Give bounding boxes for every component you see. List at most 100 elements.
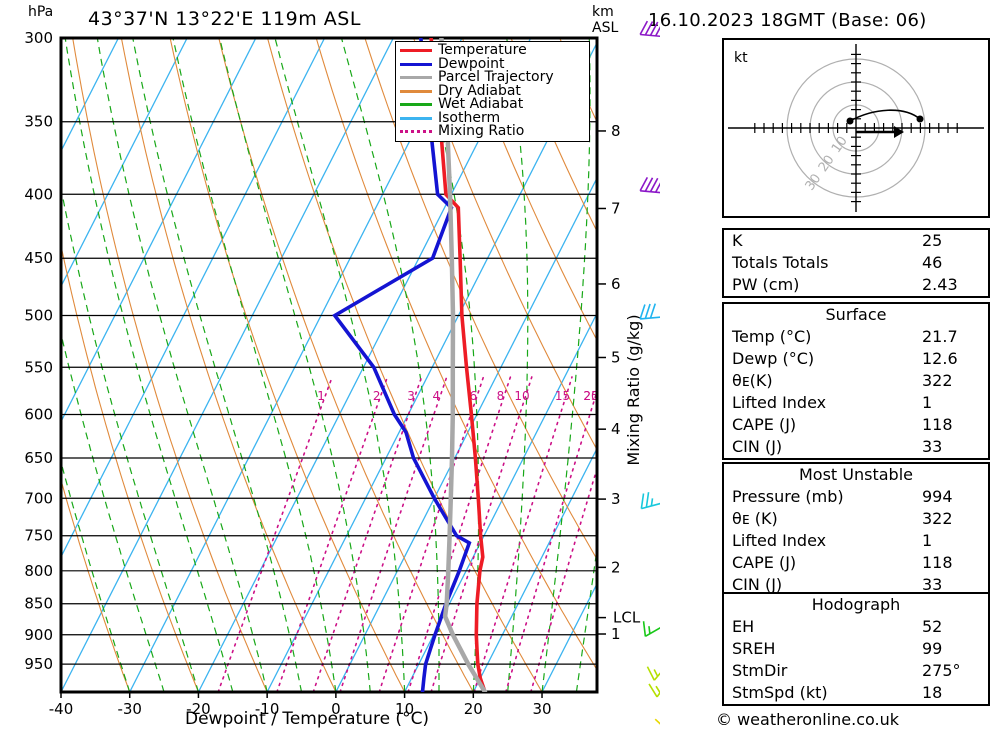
svg-text:Mixing Ratio (g/kg): Mixing Ratio (g/kg) <box>624 314 643 465</box>
legend-item-isotherm: Isotherm <box>400 111 589 126</box>
most-unstable-value: 994 <box>922 487 953 506</box>
legend-label: Temperature <box>438 42 527 59</box>
svg-text:10: 10 <box>514 389 529 403</box>
surface-row: θᴇ(K) 322 <box>724 370 988 392</box>
legend-label: Parcel Trajectory <box>438 69 554 86</box>
svg-text:850: 850 <box>24 595 53 613</box>
legend-swatch <box>400 76 432 80</box>
svg-text:450: 450 <box>24 249 53 267</box>
surface-key: CAPE (J) <box>732 415 797 434</box>
skewt-diagram: 3003504004505005506006507007508008509009… <box>24 20 660 725</box>
legend-item-parcel-trajectory: Parcel Trajectory <box>400 69 589 86</box>
copyright-label: © weatheronline.co.uk <box>716 710 899 729</box>
svg-text:550: 550 <box>24 358 53 376</box>
svg-text:4: 4 <box>611 420 621 438</box>
svg-text:20: 20 <box>583 389 598 403</box>
most-unstable-key: CIN (J) <box>732 575 783 594</box>
surface-row: Lifted Index 1 <box>724 392 988 414</box>
hodograph-stats-title: Hodograph <box>811 595 901 614</box>
svg-text:950: 950 <box>24 655 53 673</box>
svg-text:500: 500 <box>24 306 53 324</box>
svg-text:900: 900 <box>24 626 53 644</box>
hodograph-stats-table: Hodograph EH 52 SREH 99 StmDir 275° StmSpd (kt)… <box>722 592 990 706</box>
svg-text:0: 0 <box>331 700 341 718</box>
surface-key: Temp (°C) <box>732 327 812 346</box>
legend-item-mixing-ratio: Mixing Ratio <box>400 123 589 140</box>
surface-key: CIN (J) <box>732 437 783 456</box>
hodograph-stats-value: 18 <box>922 683 943 702</box>
most-unstable-value: 322 <box>922 509 953 528</box>
legend-label: Dry Adiabat <box>438 82 521 99</box>
most-unstable-title: Most Unstable <box>799 465 913 484</box>
svg-text:2: 2 <box>611 558 621 576</box>
hodograph-stats-value: 52 <box>922 617 943 636</box>
legend-label: Dewpoint <box>438 55 505 72</box>
svg-text:-40: -40 <box>49 700 74 718</box>
legend-item-dewpoint: Dewpoint <box>400 55 589 72</box>
legend-swatch <box>400 49 432 53</box>
legend-label: Mixing Ratio <box>438 123 525 140</box>
most-unstable-value: 1 <box>922 531 933 550</box>
hodograph-stats-key: SREH <box>732 639 776 658</box>
hodograph-stats-value: 275° <box>922 661 961 680</box>
svg-text:300: 300 <box>24 29 53 47</box>
asl-label: ASL <box>592 20 619 36</box>
svg-text:15: 15 <box>555 389 570 403</box>
date-title: 16.10.2023 18GMT (Base: 06) <box>648 10 927 31</box>
svg-text:20: 20 <box>464 700 483 718</box>
most-unstable-key: Lifted Index <box>732 531 827 550</box>
surface-key: Dewp (°C) <box>732 349 815 368</box>
hodograph-stats-key: StmSpd (kt) <box>732 683 828 702</box>
indices-value: 2.43 <box>922 275 958 294</box>
surface-value: 1 <box>922 393 933 412</box>
hodograph-stats-row: StmDir 275° <box>724 660 988 682</box>
legend-swatch <box>400 130 432 134</box>
indices-row: K 25 <box>724 230 988 252</box>
svg-text:25: 25 <box>583 389 598 403</box>
surface-key: Lifted Index <box>732 393 827 412</box>
svg-text:3: 3 <box>407 389 415 403</box>
legend-swatch <box>400 89 432 93</box>
legend-swatch <box>400 116 432 120</box>
hodograph-unit-label: kt <box>734 50 748 66</box>
svg-text:30: 30 <box>532 700 551 718</box>
svg-text:7: 7 <box>611 199 621 217</box>
most-unstable-row: Lifted Index 1 <box>724 530 988 552</box>
most-unstable-value: 33 <box>922 575 943 594</box>
svg-text:6: 6 <box>469 389 477 403</box>
indices-value: 25 <box>922 231 943 250</box>
svg-text:10: 10 <box>829 134 851 156</box>
surface-row: Dewp (°C) 12.6 <box>724 348 988 370</box>
most-unstable-row: Pressure (mb) 994 <box>724 486 988 508</box>
most-unstable-row: CIN (J) 33 <box>724 574 988 596</box>
svg-text:-30: -30 <box>117 700 142 718</box>
surface-value: 118 <box>922 415 953 434</box>
svg-text:400: 400 <box>24 185 53 203</box>
svg-text:750: 750 <box>24 527 53 545</box>
legend-swatch <box>400 62 432 66</box>
svg-text:700: 700 <box>24 489 53 507</box>
svg-text:-10: -10 <box>255 700 280 718</box>
most-unstable-key: θᴇ (K) <box>732 509 778 528</box>
svg-text:1: 1 <box>317 389 325 403</box>
most-unstable-row: θᴇ (K) 322 <box>724 508 988 530</box>
indices-table: K 25 Totals Totals 46 PW (cm) 2.43 <box>722 228 990 298</box>
hodograph-stats-value: 99 <box>922 639 943 658</box>
surface-value: 33 <box>922 437 943 456</box>
pressure-unit-label: hPa <box>28 4 54 20</box>
svg-text:10: 10 <box>395 700 414 718</box>
indices-row: PW (cm) 2.43 <box>724 274 988 296</box>
surface-value: 322 <box>922 371 953 390</box>
hodograph-stats-row: StmSpd (kt) 18 <box>724 682 988 704</box>
svg-text:650: 650 <box>24 449 53 467</box>
svg-text:6: 6 <box>611 275 621 293</box>
svg-text:350: 350 <box>24 113 53 131</box>
svg-text:LCL: LCL <box>613 609 641 627</box>
surface-value: 12.6 <box>922 349 958 368</box>
svg-text:1: 1 <box>611 625 621 643</box>
svg-text:2: 2 <box>373 389 381 403</box>
legend-item-wet-adiabat: Wet Adiabat <box>400 97 589 112</box>
most-unstable-row: CAPE (J) 118 <box>724 552 988 574</box>
hodograph-stats-row: EH 52 <box>724 616 988 638</box>
